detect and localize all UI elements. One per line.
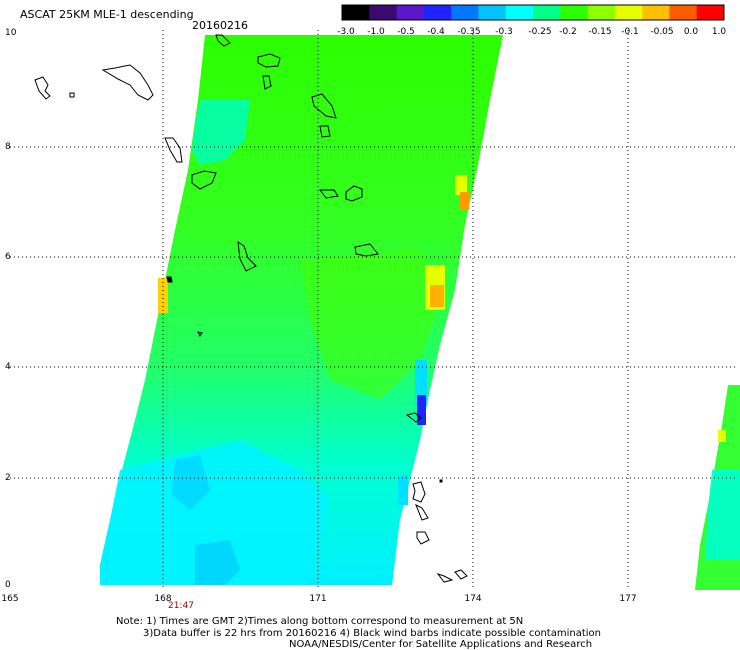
swath-right-cyan [705, 470, 740, 560]
island [412, 481, 426, 503]
island [237, 240, 257, 272]
island [416, 531, 430, 545]
lon-label: 165 [1, 594, 19, 604]
swath-blue-patch [172, 455, 210, 510]
island [311, 93, 337, 119]
lat-label: 2 [5, 473, 11, 483]
island [439, 479, 443, 483]
colorbar-label: -0.4 [427, 27, 445, 37]
island-outlines [34, 34, 468, 583]
island [436, 573, 454, 583]
island [262, 75, 272, 90]
pass-time-label: 21:47 [168, 601, 194, 611]
edge-cyan [415, 360, 427, 405]
map-title: ASCAT 25KM MLE-1 descending [20, 8, 194, 21]
swath-cyan-lower [100, 440, 330, 585]
colorbar-segment [560, 5, 589, 20]
island [319, 189, 339, 199]
island [345, 185, 363, 202]
colorbar-label: -0.25 [528, 27, 552, 37]
island [166, 276, 173, 283]
colorbar-segment [505, 5, 534, 20]
lat-label: 8 [5, 142, 11, 152]
edge-yellow-1 [455, 175, 467, 195]
colorbar-label: -0.35 [457, 27, 481, 37]
colorbar-segment [423, 5, 452, 20]
lon-label: 174 [464, 594, 482, 604]
map-date: 20160216 [192, 19, 248, 32]
colorbar-label: -0.3 [495, 27, 513, 37]
edge-orange-1 [460, 192, 469, 210]
island [34, 76, 51, 100]
island [69, 92, 75, 98]
edge-cyan-2 [398, 475, 408, 505]
colorbar-segment [669, 5, 698, 20]
colorbar-label: -0.1 [621, 27, 639, 37]
colorbar-segment [696, 5, 725, 20]
lat-label: 10 [5, 28, 17, 38]
swath-green-right [300, 250, 440, 400]
note-line-2: 3)Data buffer is 22 hrs from 20160216 4)… [143, 628, 601, 639]
island [354, 243, 379, 257]
lon-label: 171 [309, 594, 327, 604]
colorbar-label: -0.15 [588, 27, 612, 37]
colorbar-segment [369, 5, 398, 20]
colorbar-label: -1.0 [367, 27, 385, 37]
swath-right [695, 385, 740, 590]
island [101, 64, 154, 101]
swath-cyan-upper [192, 100, 250, 165]
edge-yellow-3 [158, 278, 168, 313]
lat-label: 6 [5, 252, 11, 262]
island [257, 53, 281, 68]
colorbar-label: 0.0 [683, 27, 699, 37]
island [415, 503, 429, 521]
edge-blue [417, 395, 426, 425]
colorbar-segment [642, 5, 670, 20]
island [405, 412, 422, 423]
island [191, 170, 217, 190]
colorbar-segment [533, 5, 561, 20]
colorbar-segments [342, 5, 725, 20]
colorbar-frame [341, 4, 725, 21]
colorbar-segment [451, 5, 479, 20]
lon-label: 177 [619, 594, 637, 604]
island [164, 137, 183, 163]
colorbar-label: 1.0 [711, 27, 727, 37]
island [215, 34, 231, 47]
island [319, 125, 331, 138]
lat-label: 0 [5, 580, 11, 590]
colorbar-label: -0.5 [397, 27, 415, 37]
note-line-3: NOAA/NESDIS/Center for Satellite Applica… [289, 639, 593, 650]
colorbar-label: -0.05 [650, 27, 674, 37]
note-line-1: Note: 1) Times are GMT 2)Times along bot… [116, 616, 524, 627]
colorbar-segment [614, 5, 643, 20]
colorbar-segment [342, 5, 370, 20]
swath-blue-patch-2 [195, 540, 240, 585]
lat-label: 4 [5, 362, 11, 372]
grid [10, 30, 735, 588]
swath-right-yellow [718, 430, 726, 442]
colorbar-label: -3.0 [337, 27, 355, 37]
colorbar-label: -0.2 [559, 27, 577, 37]
colorbar-segment [478, 5, 507, 20]
swath-main [100, 35, 503, 585]
colorbar-segment [587, 5, 616, 20]
island [454, 569, 468, 580]
edge-orange-2 [430, 285, 444, 307]
colorbar-segment [396, 5, 425, 20]
lon-label: 168 [154, 594, 172, 604]
island [197, 331, 203, 337]
